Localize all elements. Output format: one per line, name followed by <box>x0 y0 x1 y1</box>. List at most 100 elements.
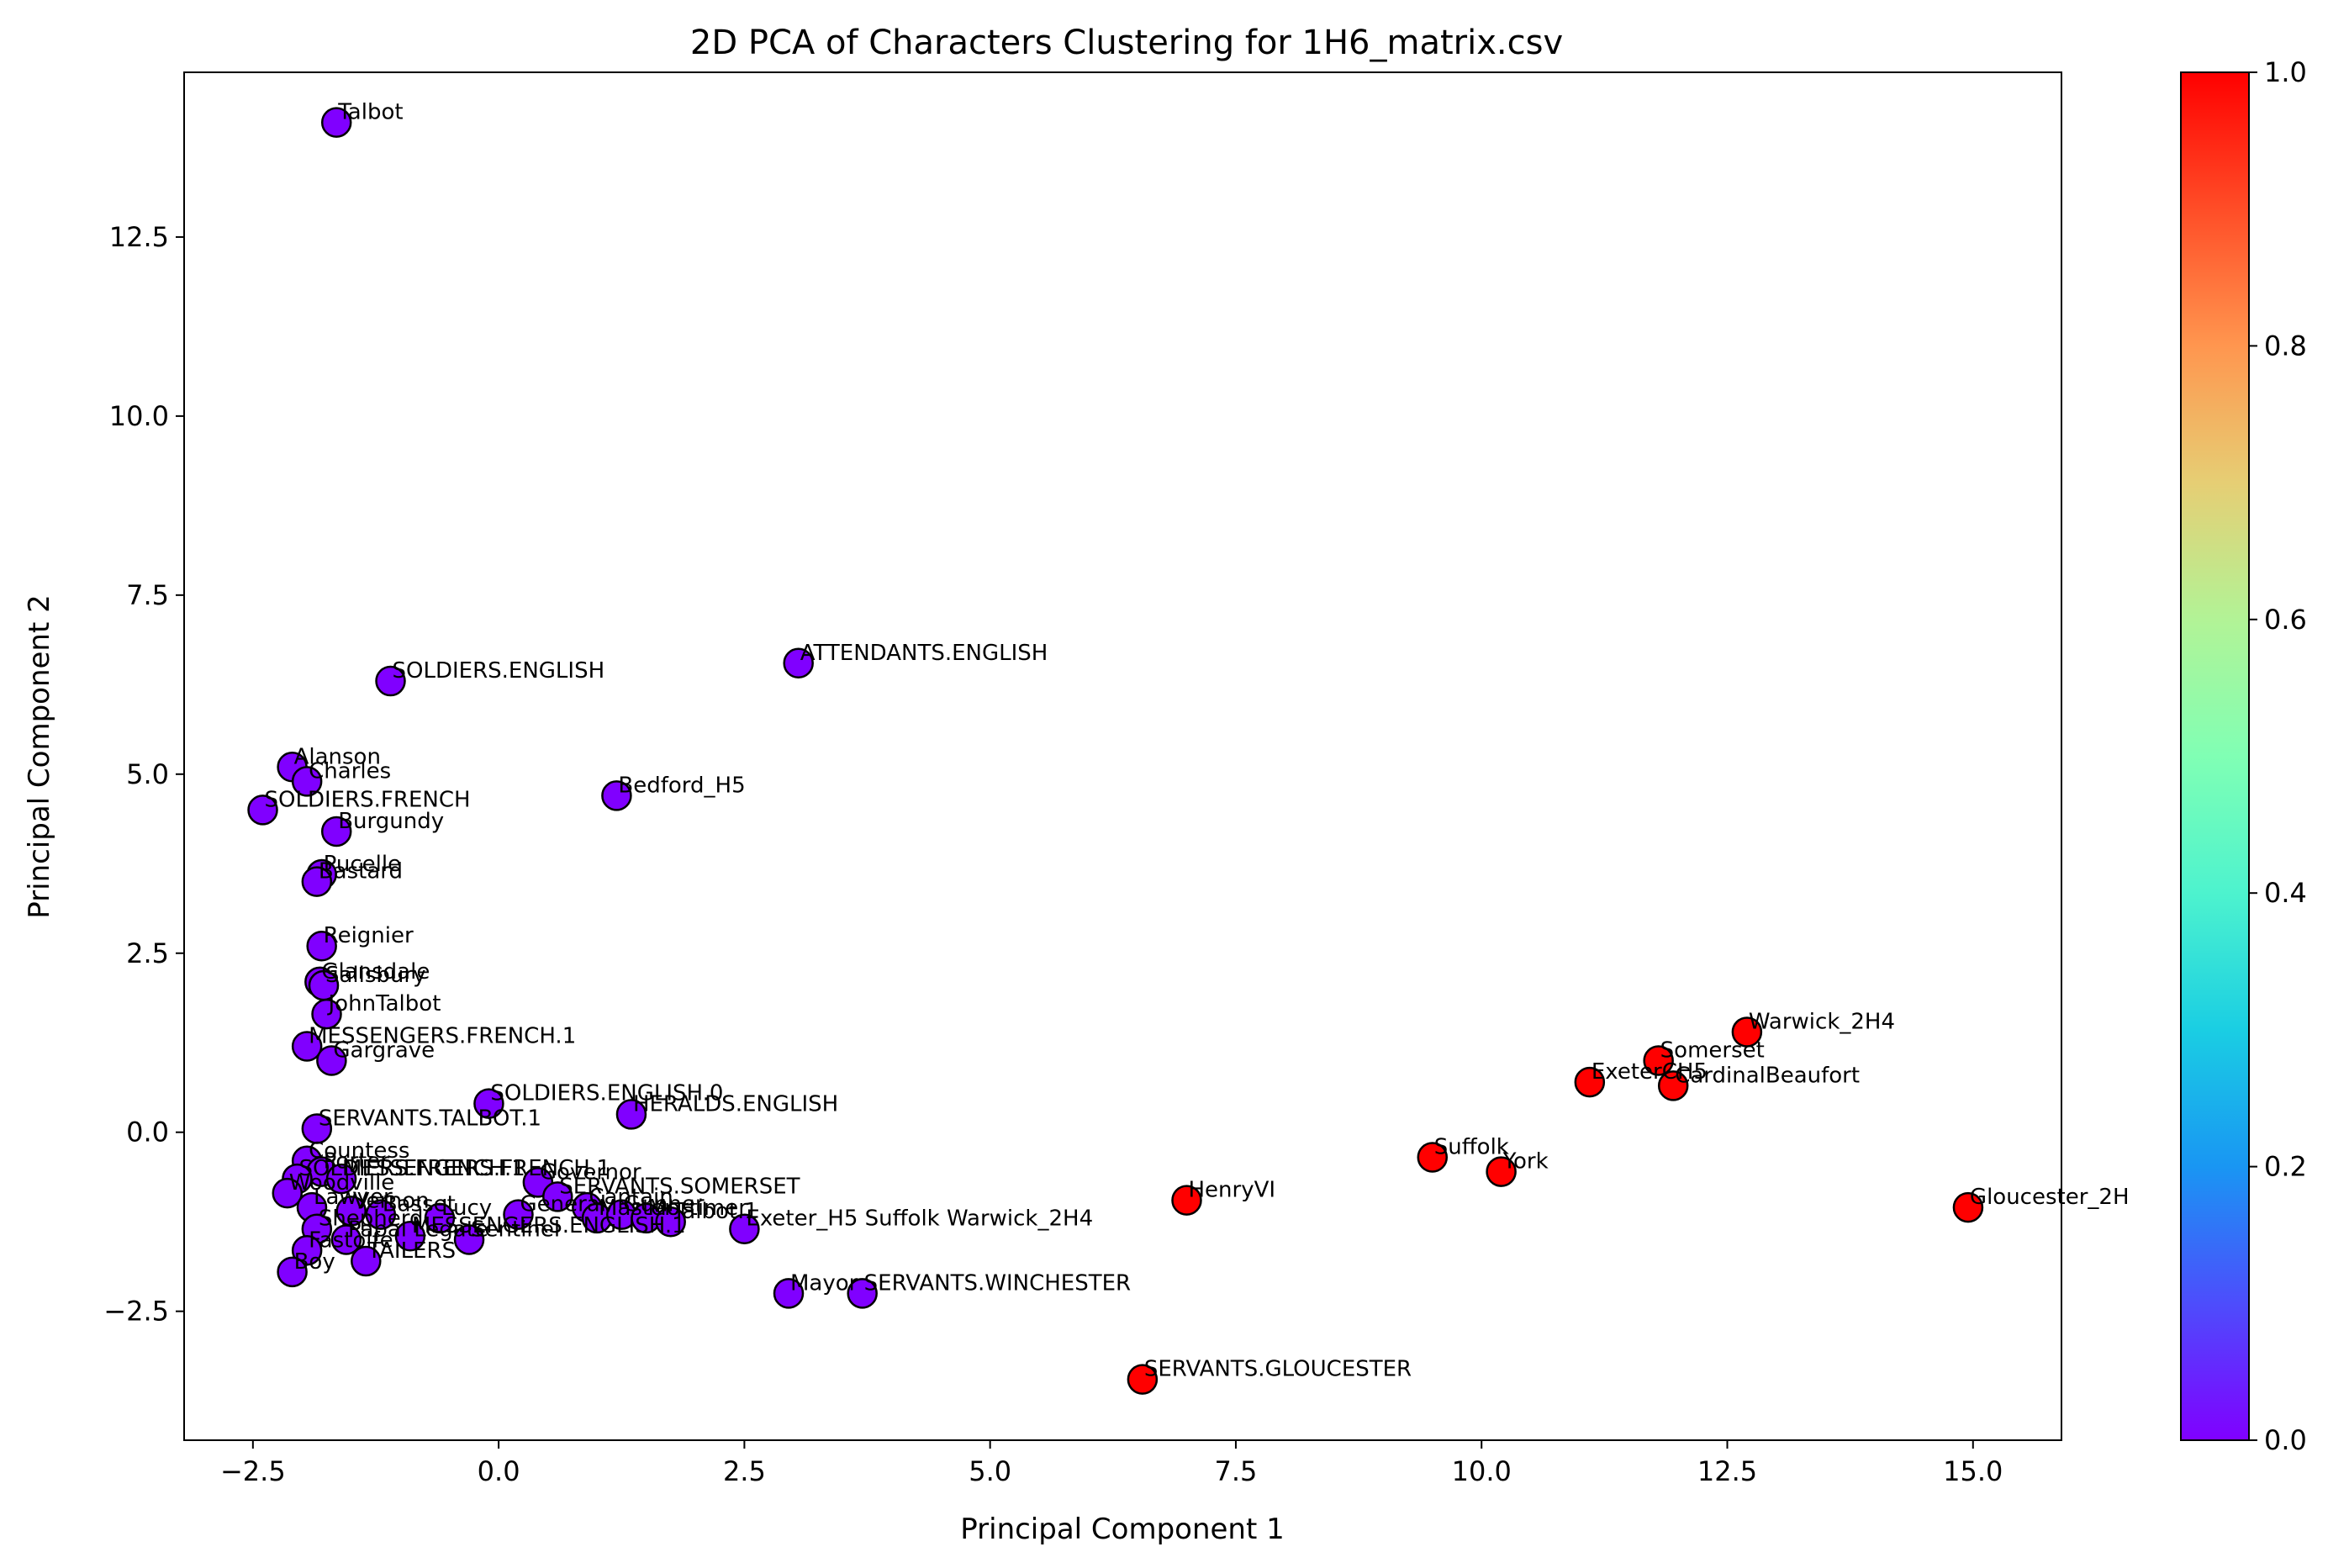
scatter-point <box>773 1278 805 1309</box>
point-label: Gloucester_2H <box>1970 1185 2130 1210</box>
scatter-point <box>615 1099 647 1130</box>
scatter-point <box>272 1177 304 1209</box>
point-label: SOLDIERS.ENGLISH <box>393 658 605 684</box>
point-label: ATTENDANTS.ENGLISH <box>800 641 1048 666</box>
colorbar-tick-label: 0.6 <box>2264 604 2307 636</box>
scatter-point <box>320 816 352 847</box>
scatter-point <box>1731 1016 1763 1048</box>
scatter-point <box>316 1045 347 1076</box>
scatter-point <box>375 665 406 697</box>
scatter-point <box>247 795 278 826</box>
scatter-point <box>1643 1045 1674 1076</box>
point-label: TAILERS <box>367 1238 456 1264</box>
scatter-point <box>601 780 632 811</box>
colorbar-tick-label: 0.8 <box>2264 330 2307 362</box>
point-label: Basset <box>383 1192 456 1217</box>
point-label: Charles <box>309 758 391 784</box>
scatter-point <box>847 1278 878 1309</box>
point-label: JohnTalbot <box>327 991 441 1016</box>
scatter-point <box>301 866 333 897</box>
plot-frame <box>183 71 2062 1441</box>
colorbar-tick-label: 0.0 <box>2264 1424 2307 1456</box>
point-label: CardinalBeaufort <box>1675 1063 1860 1088</box>
point-label: MESSENGERS.ENGLISH.1 <box>412 1213 686 1238</box>
scatter-point <box>1486 1156 1517 1187</box>
point-label: Lawyer <box>314 1185 393 1210</box>
scatter-point <box>1417 1142 1449 1173</box>
point-label: Fastolfe <box>309 1227 393 1253</box>
scatter-point <box>365 1199 397 1230</box>
point-label: General <box>520 1192 605 1217</box>
plot-area <box>184 72 2061 1440</box>
point-label: Salisbury <box>325 963 426 988</box>
point-label: Pucelle <box>324 852 401 877</box>
x-tick-label: 15.0 <box>1943 1455 2003 1487</box>
scatter-point <box>1171 1185 1202 1216</box>
colorbar-tick-label: 0.4 <box>2264 877 2307 909</box>
point-label: Governor <box>540 1159 641 1185</box>
point-labels-layer: Talbot SOLDIERS.ENGLISH ATTENDANTS.ENGLISH… <box>265 100 2130 1382</box>
point-label: SERVANTS.SOMERSET <box>559 1174 800 1199</box>
x-tick-label: 10.0 <box>1452 1455 1512 1487</box>
scatter-point <box>306 930 337 962</box>
colorbar-tick-label: 1.0 <box>2264 56 2307 88</box>
point-label: Somerset <box>1660 1038 1765 1064</box>
point-label: SERVANTS.TALBOT.1 <box>319 1106 541 1131</box>
y-tick-label: 5.0 <box>126 758 169 790</box>
x-tick-label: 5.0 <box>969 1455 1011 1487</box>
point-label: Captain <box>589 1185 673 1210</box>
x-tick-label: 7.5 <box>1215 1455 1258 1487</box>
point-label: Talbot.1 <box>672 1199 758 1224</box>
scatter-point <box>1127 1364 1159 1395</box>
scatter-point <box>503 1199 534 1230</box>
point-label: Bastard <box>319 859 403 884</box>
scatter-point <box>330 1224 362 1255</box>
scatter-point <box>277 1256 308 1288</box>
point-label: Reignier <box>324 923 414 948</box>
y-tick-label: 0.0 <box>126 1117 169 1148</box>
point-label: HERALDS.ENGLISH <box>633 1091 838 1117</box>
x-axis-label: Principal Component 1 <box>960 1513 1285 1546</box>
x-tick-label: 12.5 <box>1697 1455 1757 1487</box>
point-label: Mayor <box>790 1270 858 1296</box>
point-label: HenryVI <box>1188 1178 1275 1203</box>
point-label: Master <box>599 1196 673 1221</box>
point-label: SERVANTS.WINCHESTER <box>864 1270 1131 1296</box>
point-label: Shepherd <box>319 1206 424 1232</box>
point-label: Bedford_H5 <box>618 773 745 798</box>
scatter-point <box>542 1181 573 1212</box>
point-label: Countess <box>309 1138 409 1164</box>
y-axis-ticks: −2.5 0.0 2.5 5.0 7.5 10.0 12.5 <box>103 221 184 1328</box>
point-label: Burgundy <box>338 809 444 834</box>
point-label: York <box>1502 1149 1549 1175</box>
point-label: Warwick_2H4 <box>1749 1009 1895 1034</box>
scatter-point <box>783 647 814 679</box>
scatter-point <box>291 1235 323 1266</box>
point-label: Mortimer <box>647 1196 747 1221</box>
point-label: Talbot <box>337 100 403 125</box>
scatter-point <box>473 1088 504 1119</box>
point-label: SOLDIERS.ENGLISH.0 <box>490 1081 723 1106</box>
point-label: Vernon <box>353 1188 430 1213</box>
scatter-point <box>320 107 352 138</box>
scatter-point <box>1574 1066 1606 1098</box>
y-tick-label: 7.5 <box>126 579 169 611</box>
colorbar <box>2180 71 2250 1441</box>
x-tick-label: −2.5 <box>220 1455 286 1487</box>
y-tick-label: 2.5 <box>126 937 169 969</box>
colorbar-ticks: 0.0 0.2 0.4 0.6 0.8 1.0 <box>2249 56 2307 1456</box>
scatter-point <box>424 1202 456 1234</box>
scatter-point <box>301 1113 333 1144</box>
point-label: Sentinel <box>471 1217 560 1242</box>
x-tick-label: 0.0 <box>478 1455 520 1487</box>
points-layer <box>247 107 1984 1395</box>
point-label: Gargrave <box>333 1038 435 1064</box>
scatter-point <box>453 1224 485 1255</box>
point-label: SOLDIERS.FRENCH.1 <box>298 1156 525 1181</box>
x-axis-ticks: −2.5 0.0 2.5 5.0 7.5 10.0 12.5 15.0 <box>220 1440 2003 1487</box>
scatter-point <box>1952 1191 1984 1223</box>
scatter-point <box>291 766 323 797</box>
point-label: Woodville <box>289 1170 395 1196</box>
scatter-point <box>311 998 342 1030</box>
